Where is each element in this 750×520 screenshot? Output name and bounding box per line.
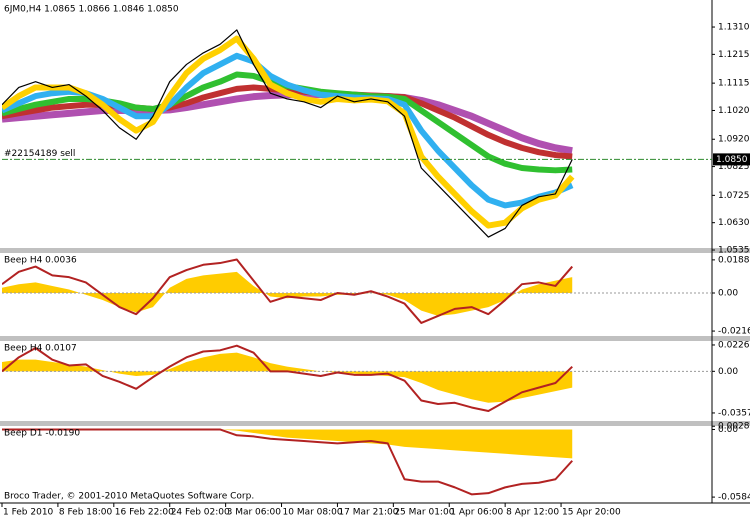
histogram-area bbox=[2, 352, 573, 403]
y-tick-label: 0.0226 bbox=[718, 340, 750, 350]
y-tick-label: 0.00 bbox=[718, 289, 738, 299]
y-tick-label: -0.0357 bbox=[718, 408, 750, 418]
y-tick-label: 1.1215 bbox=[718, 50, 750, 60]
y-tick-label: 1.0825 bbox=[718, 162, 750, 172]
series-line bbox=[2, 52, 574, 209]
price-box bbox=[713, 153, 750, 166]
x-tick-label: 3 Mar 06:00 bbox=[227, 508, 282, 518]
y-tick-label: 1.0725 bbox=[718, 191, 750, 201]
y-tick-label: 1.0535 bbox=[718, 246, 750, 256]
pane bbox=[2, 29, 575, 238]
x-tick-label: 15 Apr 20:00 bbox=[562, 508, 621, 518]
y-tick-label: 1.1020 bbox=[718, 106, 750, 116]
pane-title: 6JM0,H4 1.0865 1.0866 1.0846 1.0850 bbox=[4, 5, 179, 15]
footer: Broco Trader, © 2001-2010 MetaQuotes Sof… bbox=[4, 492, 254, 502]
pane-separator bbox=[0, 336, 750, 341]
x-tick-label: 17 Mar 21:00 bbox=[338, 508, 398, 518]
y-tick-label: -0.0584 bbox=[718, 493, 750, 503]
series-line bbox=[2, 344, 573, 412]
y-tick-label: 0.0188 bbox=[718, 255, 750, 265]
x-tick-label: 8 Feb 18:00 bbox=[59, 508, 113, 518]
pane bbox=[2, 258, 712, 324]
x-tick-label: 24 Feb 02:00 bbox=[171, 508, 230, 518]
series-line bbox=[2, 35, 575, 229]
x-tick-label: 25 Mar 01:00 bbox=[394, 508, 454, 518]
series-line bbox=[2, 258, 573, 324]
y-tick-label: 1.0920 bbox=[718, 135, 750, 145]
y-tick-label: 1.1310 bbox=[718, 23, 750, 33]
pane-title: Beep H4 0.0036 bbox=[4, 256, 77, 266]
pane bbox=[2, 344, 712, 412]
y-tick-label: 1.0630 bbox=[718, 218, 750, 228]
y-tick-label: -0.0216 bbox=[718, 327, 750, 337]
x-tick-label: 1 Feb 2010 bbox=[3, 508, 54, 518]
series-line bbox=[2, 29, 573, 238]
pane-title: Beep D1 -0.0190 bbox=[4, 429, 80, 439]
order-label: #22154189 sell bbox=[4, 149, 75, 159]
y-tick-label: 1.1115 bbox=[718, 79, 750, 89]
x-tick-label: 8 Apr 12:00 bbox=[506, 508, 559, 518]
series-line bbox=[2, 428, 573, 496]
x-tick-label: 10 Mar 08:00 bbox=[283, 508, 343, 518]
x-tick-label: 1 Apr 06:00 bbox=[450, 508, 503, 518]
y-tick-label: 0.00 bbox=[718, 425, 738, 435]
pane-separator bbox=[0, 421, 750, 426]
pane-separator bbox=[0, 248, 750, 253]
price-label: 1.0850 bbox=[716, 155, 748, 165]
histogram-area bbox=[2, 429, 573, 459]
pane bbox=[2, 428, 573, 496]
y-tick-label: 0.00 bbox=[718, 367, 738, 377]
y-tick-label: 0.0028 bbox=[718, 422, 750, 432]
x-tick-label: 16 Feb 22:00 bbox=[115, 508, 174, 518]
pane-title: Beep H4 0.0107 bbox=[4, 344, 77, 354]
